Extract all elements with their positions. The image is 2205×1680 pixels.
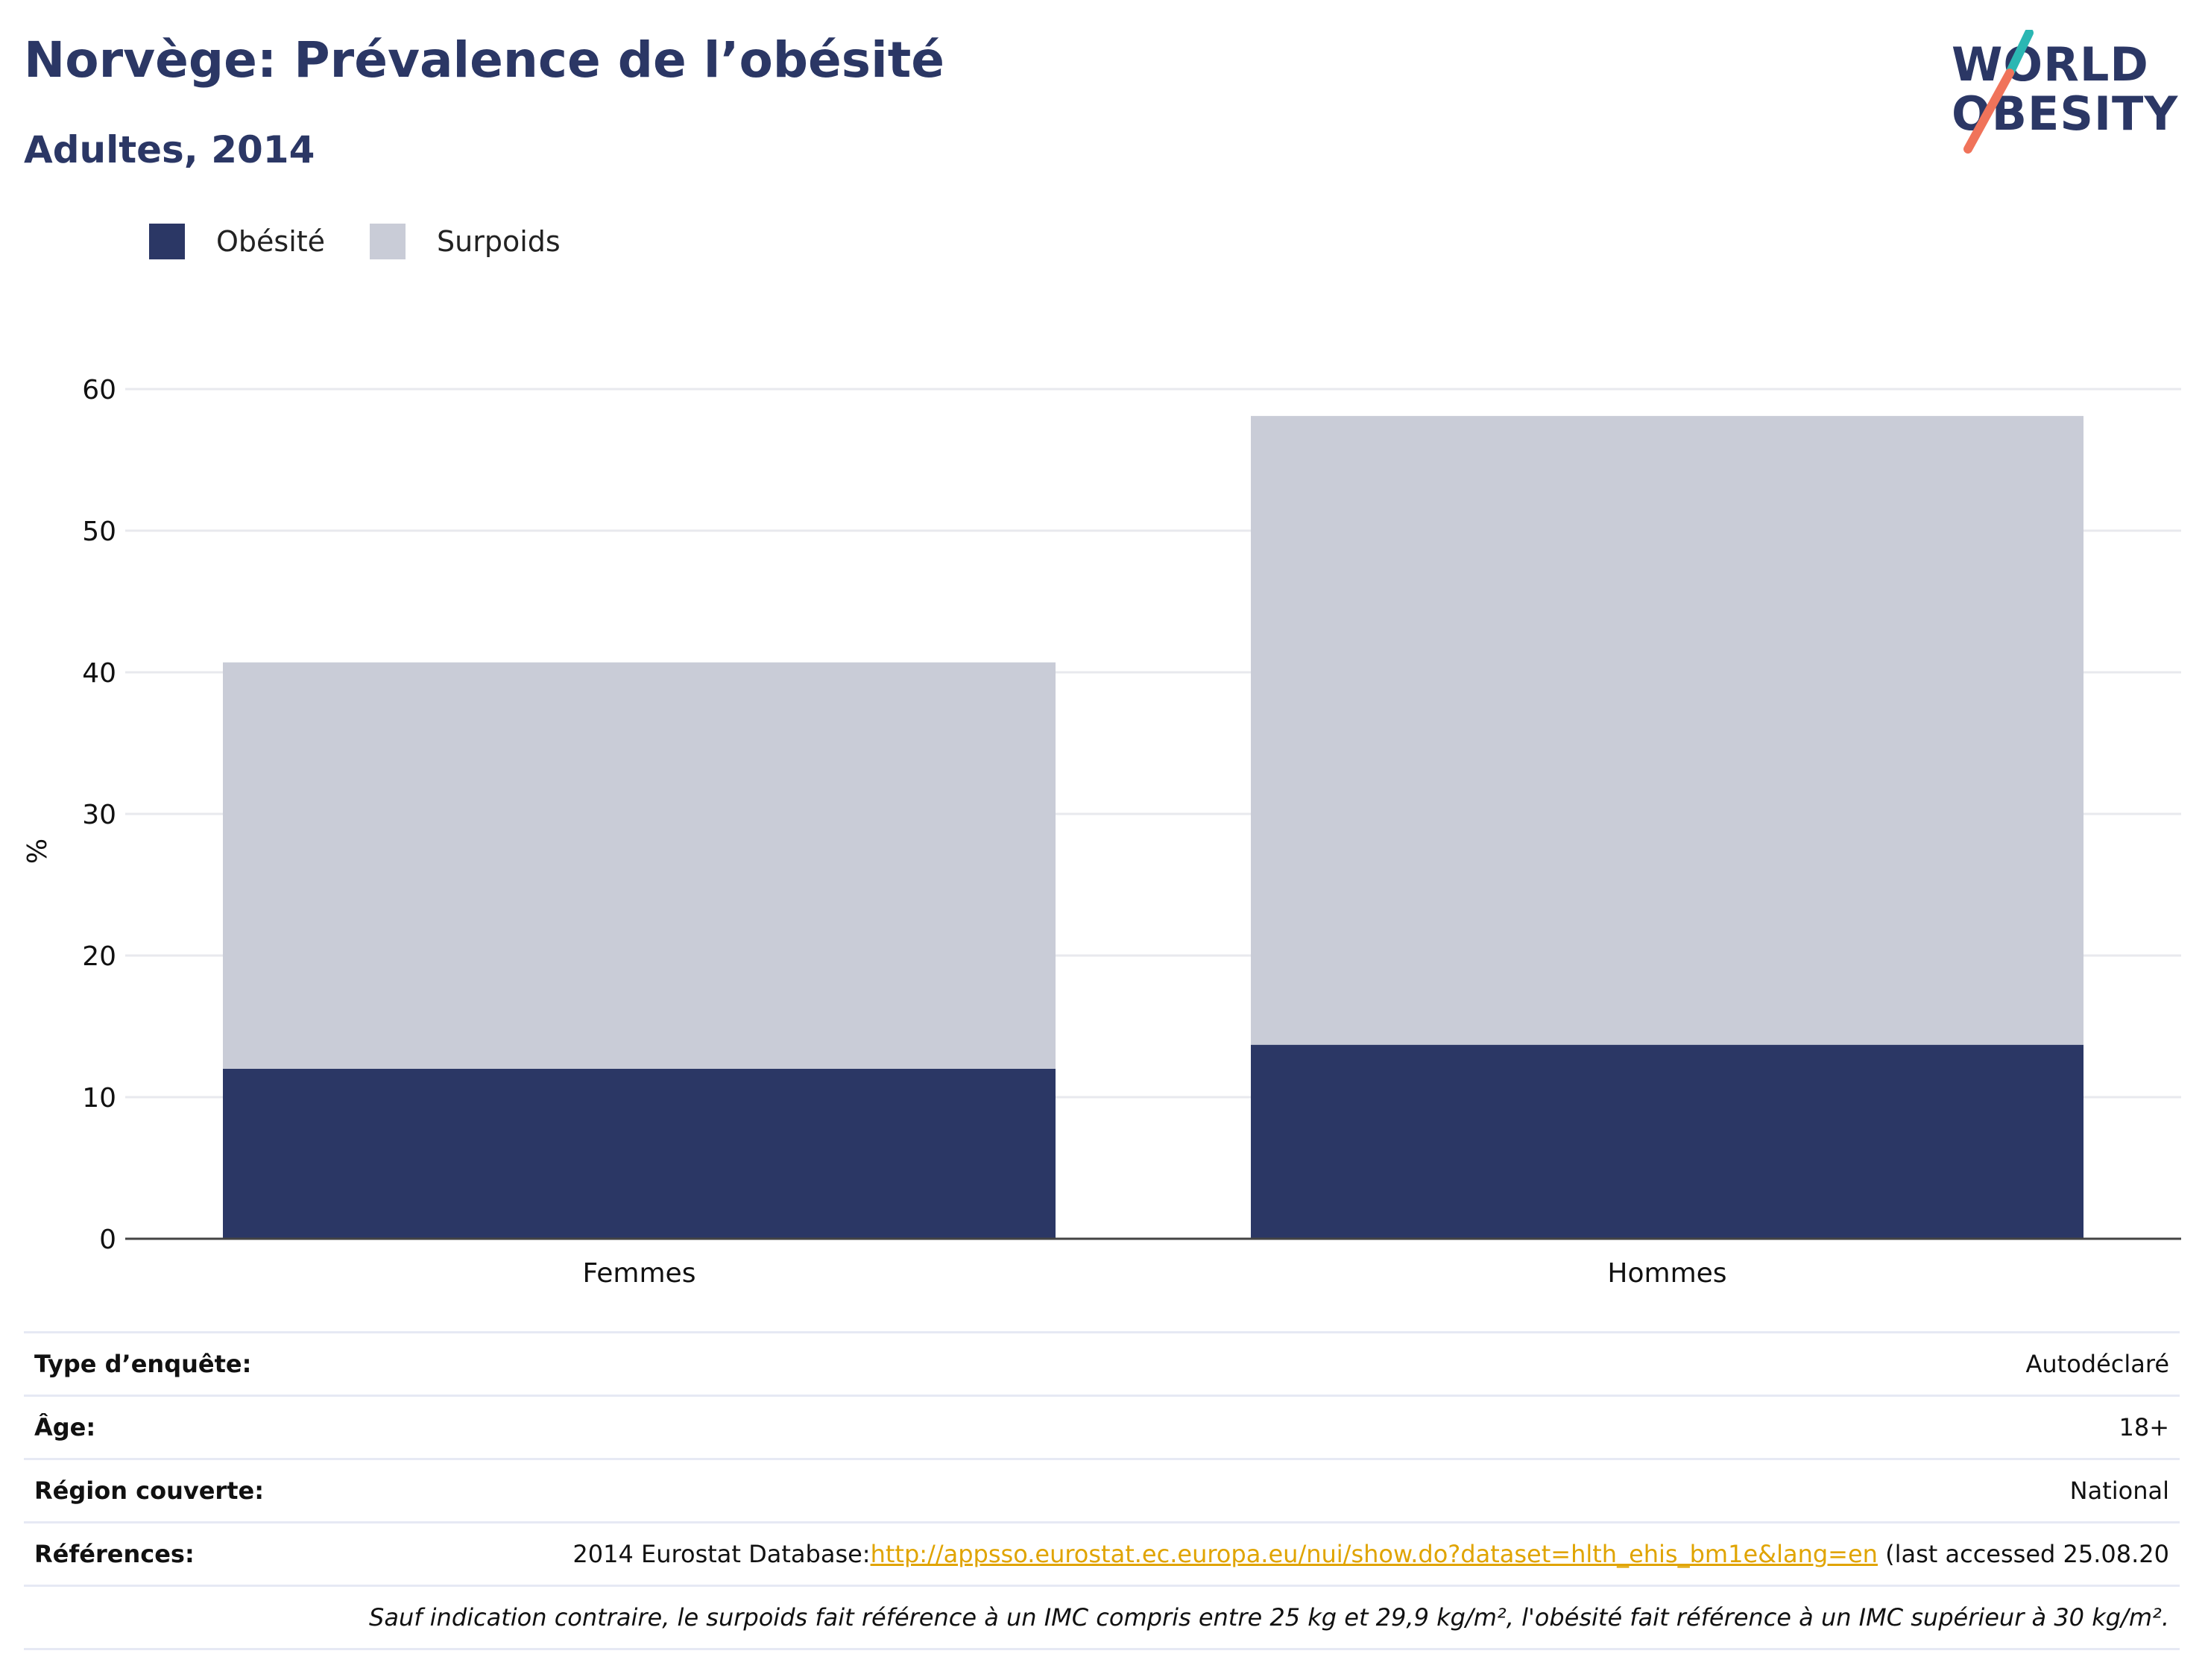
info-label: Type d’enquête: (24, 1331, 313, 1396)
bar-overweight-femmes (223, 662, 1056, 1069)
logo-slash-icon (1963, 30, 2034, 154)
chart-subtitle: Adultes, 2014 (24, 128, 315, 171)
info-label: Région couverte: (24, 1458, 313, 1523)
footnote: Sauf indication contraire, le surpoids f… (24, 1585, 2180, 1650)
y-axis-title: % (22, 839, 53, 864)
info-table: Type d’enquête: Autodéclaré Âge: 18+ Rég… (24, 1331, 2180, 1650)
bar-obesity-femmes (223, 1069, 1056, 1239)
chart-title: Norvège: Prévalence de l’obésité (24, 31, 945, 89)
y-tick-label: 40 (82, 658, 116, 689)
references-value: 2014 Eurostat Database:http://appsso.eur… (312, 1521, 2180, 1586)
logo-line-1: WORLD (1952, 37, 2149, 92)
y-tick-label: 0 (99, 1225, 116, 1255)
y-tick-label: 30 (82, 800, 116, 830)
legend-label-overweight: Surpoids (437, 225, 561, 258)
info-row-footnote: Sauf indication contraire, le surpoids f… (24, 1585, 2180, 1650)
legend-swatch-obesity (149, 224, 185, 259)
y-tick-label: 60 (82, 375, 116, 405)
x-tick-label: Femmes (583, 1258, 696, 1289)
y-tick-label: 10 (82, 1083, 116, 1114)
world-obesity-logo: WORLD OBESITY (1946, 30, 2184, 157)
references-prefix: 2014 Eurostat Database: (572, 1540, 871, 1568)
legend-swatch-overweight (370, 224, 406, 259)
info-value: National (312, 1458, 2180, 1523)
legend-label-obesity: Obésité (216, 225, 326, 258)
info-row-region: Région couverte: National (24, 1458, 2180, 1523)
x-tick-label: Hommes (1607, 1258, 1726, 1289)
info-row-age: Âge: 18+ (24, 1395, 2180, 1459)
references-suffix: (last accessed 25.08.20 (1877, 1540, 2169, 1568)
stacked-bar-chart: 0 10 20 30 40 50 60% Femmes Hommes (22, 375, 2181, 1289)
y-tick-label: 50 (82, 517, 116, 547)
bar-overweight-hommes (1251, 416, 2083, 1045)
y-tick-label: 20 (82, 941, 116, 972)
bar-obesity-hommes (1251, 1044, 2083, 1239)
info-label: Références: (24, 1521, 313, 1586)
info-label: Âge: (24, 1395, 313, 1459)
info-row-survey-type: Type d’enquête: Autodéclaré (24, 1331, 2180, 1396)
info-value: Autodéclaré (312, 1331, 2180, 1396)
info-row-references: Références: 2014 Eurostat Database:http:… (24, 1521, 2180, 1586)
references-link[interactable]: http://appsso.eurostat.ec.europa.eu/nui/… (870, 1540, 1878, 1568)
info-value: 18+ (312, 1395, 2180, 1459)
chart-legend: Obésité Surpoids (149, 224, 605, 259)
